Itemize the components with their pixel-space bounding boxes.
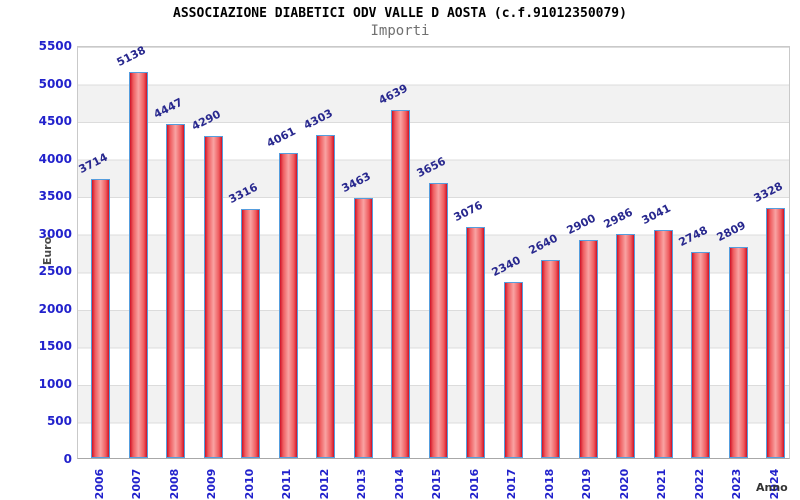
bar-2012: [316, 134, 336, 458]
x-axis-title: Anno: [756, 481, 788, 494]
y-tick-1000: 1000: [38, 376, 72, 391]
x-tick-2018: 2018: [542, 468, 556, 500]
bar-2015: [428, 183, 448, 458]
plot-area: [77, 46, 790, 459]
x-tick-2009: 2009: [205, 468, 219, 500]
y-tick-0: 0: [63, 452, 72, 466]
x-tick-2014: 2014: [392, 468, 406, 500]
bar-2024: [766, 208, 786, 458]
y-tick-2000: 2000: [38, 301, 72, 316]
y-tick-4000: 4000: [38, 151, 72, 166]
bar-2014: [391, 109, 411, 458]
bar-2008: [166, 124, 186, 458]
bar-2020: [616, 233, 636, 458]
y-tick-5000: 5000: [38, 76, 72, 91]
bar-2021: [653, 229, 673, 458]
x-tick-2016: 2016: [467, 468, 481, 500]
chart-subtitle: Importi: [370, 23, 430, 39]
bar-2023: [728, 247, 748, 458]
bar-2007: [128, 72, 148, 458]
y-tick-4500: 4500: [38, 114, 72, 129]
x-tick-2022: 2022: [692, 468, 706, 500]
bar-2019: [578, 240, 598, 458]
bar-2011: [278, 153, 298, 458]
x-tick-2023: 2023: [730, 468, 744, 500]
y-axis-title: Euro: [41, 236, 54, 266]
x-tick-2011: 2011: [280, 468, 294, 500]
x-tick-2013: 2013: [355, 468, 369, 500]
bar-2013: [353, 197, 373, 458]
x-tick-2007: 2007: [130, 468, 144, 500]
y-tick-3000: 3000: [38, 226, 72, 241]
y-tick-2500: 2500: [38, 264, 72, 279]
bar-2016: [466, 227, 486, 458]
y-tick-5500: 5500: [38, 39, 72, 53]
bar-2017: [503, 282, 523, 458]
x-tick-2015: 2015: [430, 468, 444, 500]
y-tick-500: 500: [46, 414, 72, 429]
x-tick-2010: 2010: [242, 468, 256, 500]
x-tick-2017: 2017: [505, 468, 519, 500]
y-tick-3500: 3500: [38, 189, 72, 204]
x-tick-2019: 2019: [580, 468, 594, 500]
x-tick-2012: 2012: [317, 468, 331, 500]
bar-2009: [203, 135, 223, 458]
x-tick-2006: 2006: [92, 468, 106, 500]
chart-title: ASSOCIAZIONE DIABETICI ODV VALLE D AOSTA…: [173, 6, 627, 21]
bar-2018: [541, 259, 561, 458]
bar-2006: [91, 179, 110, 458]
x-tick-2020: 2020: [617, 468, 631, 500]
bar-2022: [691, 251, 711, 458]
bar-2010: [241, 209, 261, 458]
x-tick-2021: 2021: [655, 468, 669, 500]
y-tick-1500: 1500: [38, 339, 72, 354]
x-tick-2008: 2008: [167, 468, 181, 500]
